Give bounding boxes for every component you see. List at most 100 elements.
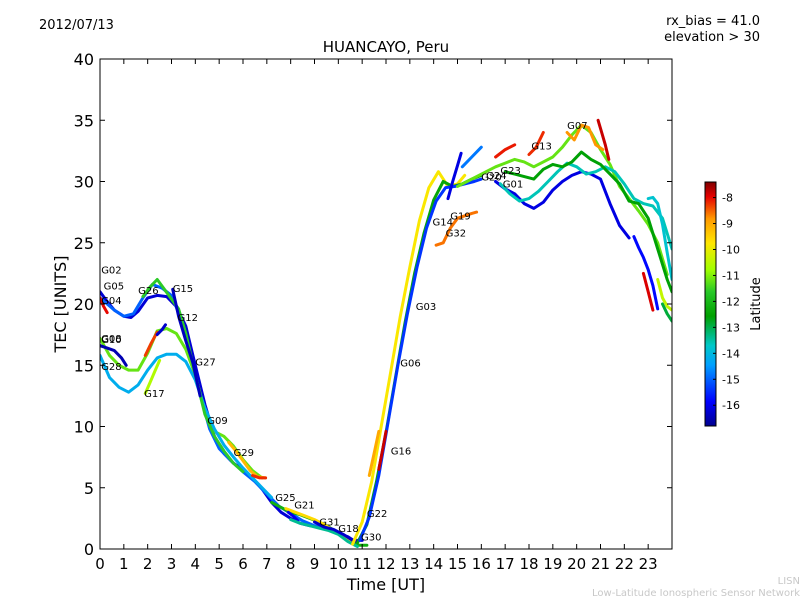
- tec-series-line: [251, 474, 268, 480]
- tec-series-line: [286, 510, 300, 523]
- x-tick-label: 1: [119, 555, 129, 573]
- tec-series-line: [460, 145, 483, 169]
- x-tick-label: 10: [329, 555, 348, 573]
- x-tick-label: 22: [615, 555, 634, 573]
- satellite-label: G05: [104, 281, 124, 292]
- satellite-label: G15: [173, 284, 193, 295]
- x-tick-label: 17: [496, 555, 515, 573]
- satellite-label: G28: [101, 362, 121, 373]
- tec-series-line: [143, 330, 159, 357]
- satellite-label: G16: [391, 447, 411, 458]
- x-tick-label: 2: [143, 555, 153, 573]
- tec-series-line: [446, 151, 463, 201]
- x-tick-label: 13: [400, 555, 419, 573]
- colorbar-tick-label: -8: [722, 192, 733, 205]
- tec-series-line: [641, 271, 655, 312]
- x-tick-label: 7: [262, 555, 272, 573]
- rx-bias-label: rx_bias = 41.0: [666, 14, 760, 29]
- elevation-label: elevation > 30: [664, 30, 760, 45]
- chart-title: HUANCAYO, Peru: [323, 38, 449, 56]
- x-tick-label: 9: [310, 555, 320, 573]
- tec-series-line: [367, 429, 381, 477]
- x-axis-label: Time [UT]: [346, 575, 425, 594]
- satellite-label: G21: [294, 501, 314, 512]
- tec-series-line: [494, 170, 631, 240]
- tec-series-line: [143, 358, 162, 395]
- satellite-label: G31: [319, 518, 339, 529]
- satellite-label: G23: [500, 166, 520, 177]
- x-tick-label: 23: [639, 555, 658, 573]
- colorbar: [704, 181, 717, 427]
- tec-series-line: [100, 344, 128, 367]
- satellite-label: G04: [101, 296, 121, 307]
- colorbar-tick-label: -10: [722, 243, 740, 256]
- bias-info: rx_bias = 41.0 elevation > 30: [664, 14, 760, 46]
- x-tick-label: 14: [424, 555, 443, 573]
- colorbar-tick-label: -12: [722, 295, 740, 308]
- x-tick-label: 8: [286, 555, 296, 573]
- satellite-label: G12: [178, 313, 198, 324]
- tec-series-line: [171, 287, 202, 398]
- y-axis-label: TEC [UNITS]: [51, 256, 70, 354]
- x-tick-label: 19: [543, 555, 562, 573]
- x-tick-label: 3: [167, 555, 177, 573]
- plot-frame: [99, 58, 673, 550]
- satellite-label: G07: [567, 121, 587, 132]
- satellite-label: G30: [361, 532, 381, 543]
- y-tick-label: 35: [74, 111, 94, 130]
- colorbar-tick-label: -11: [722, 269, 740, 282]
- satellite-label: G20: [481, 172, 501, 183]
- x-tick-label: 15: [448, 555, 467, 573]
- tec-series-line: [565, 123, 605, 152]
- tec-series-line: [661, 302, 672, 323]
- x-tick-label: 5: [214, 555, 224, 573]
- tec-series-group: [100, 118, 672, 548]
- colorbar-ticks: -8 -9 -10 -11 -12 -13 -14 -15 -16: [713, 192, 740, 412]
- satellite-label: G24: [486, 171, 506, 182]
- tec-series-line: [646, 195, 672, 281]
- satellite-label: G02: [101, 265, 121, 276]
- date-label: 2012/07/13: [39, 18, 114, 33]
- tec-series-line: [434, 210, 479, 247]
- y-tick-label: 20: [74, 295, 94, 314]
- tec-series-line: [632, 235, 660, 311]
- colorbar-label: Latitude: [749, 277, 764, 331]
- satellite-label: G18: [338, 524, 358, 535]
- x-tick-label: 16: [472, 555, 491, 573]
- x-tick-label: 20: [567, 555, 586, 573]
- x-tick-label: 18: [519, 555, 538, 573]
- x-tick-label: 0: [95, 555, 105, 573]
- y-tick-label: 25: [74, 234, 94, 253]
- tec-series-line: [100, 282, 340, 535]
- y-tick-label: 15: [74, 356, 94, 375]
- x-tick-label: 21: [591, 555, 610, 573]
- satellite-label: G25: [275, 493, 295, 504]
- x-tick-label: 12: [376, 555, 395, 573]
- colorbar-tick-label: -13: [722, 321, 740, 334]
- satellite-label: G29: [234, 448, 254, 459]
- x-tick-label: 11: [353, 555, 372, 573]
- y-tick-label: 0: [84, 540, 94, 559]
- satellite-label: G08: [101, 334, 121, 345]
- tec-series-line: [527, 131, 545, 156]
- tec-series-line: [596, 118, 611, 161]
- tec-series-line: [100, 352, 274, 500]
- tec-series-line: [377, 429, 388, 471]
- satellite-label: G19: [450, 212, 470, 223]
- satellite-label: G13: [531, 142, 551, 153]
- tec-series-line: [498, 161, 672, 251]
- y-tick-label: 10: [74, 418, 94, 437]
- footer-line-2: Low-Latitude Ionospheric Sensor Network: [592, 588, 800, 599]
- tec-series-line: [503, 150, 672, 294]
- x-axis: 0 1 2 3 4 5 6 7 8 9 10 11 12 13 14 15 16 17 18 19 20 21 22 23: [95, 59, 658, 573]
- y-tick-label: 5: [84, 479, 94, 498]
- satellite-label: G01: [503, 180, 523, 191]
- colorbar-tick-label: -16: [722, 399, 740, 412]
- tec-series-line: [656, 278, 672, 312]
- satellite-label: G27: [195, 357, 215, 368]
- tec-series-line: [100, 290, 359, 545]
- satellite-label: G03: [416, 302, 436, 313]
- tec-series-line: [494, 143, 517, 159]
- footer: LISN Low-Latitude Ionospheric Sensor Net…: [592, 576, 800, 600]
- colorbar-tick-label: -14: [722, 347, 740, 360]
